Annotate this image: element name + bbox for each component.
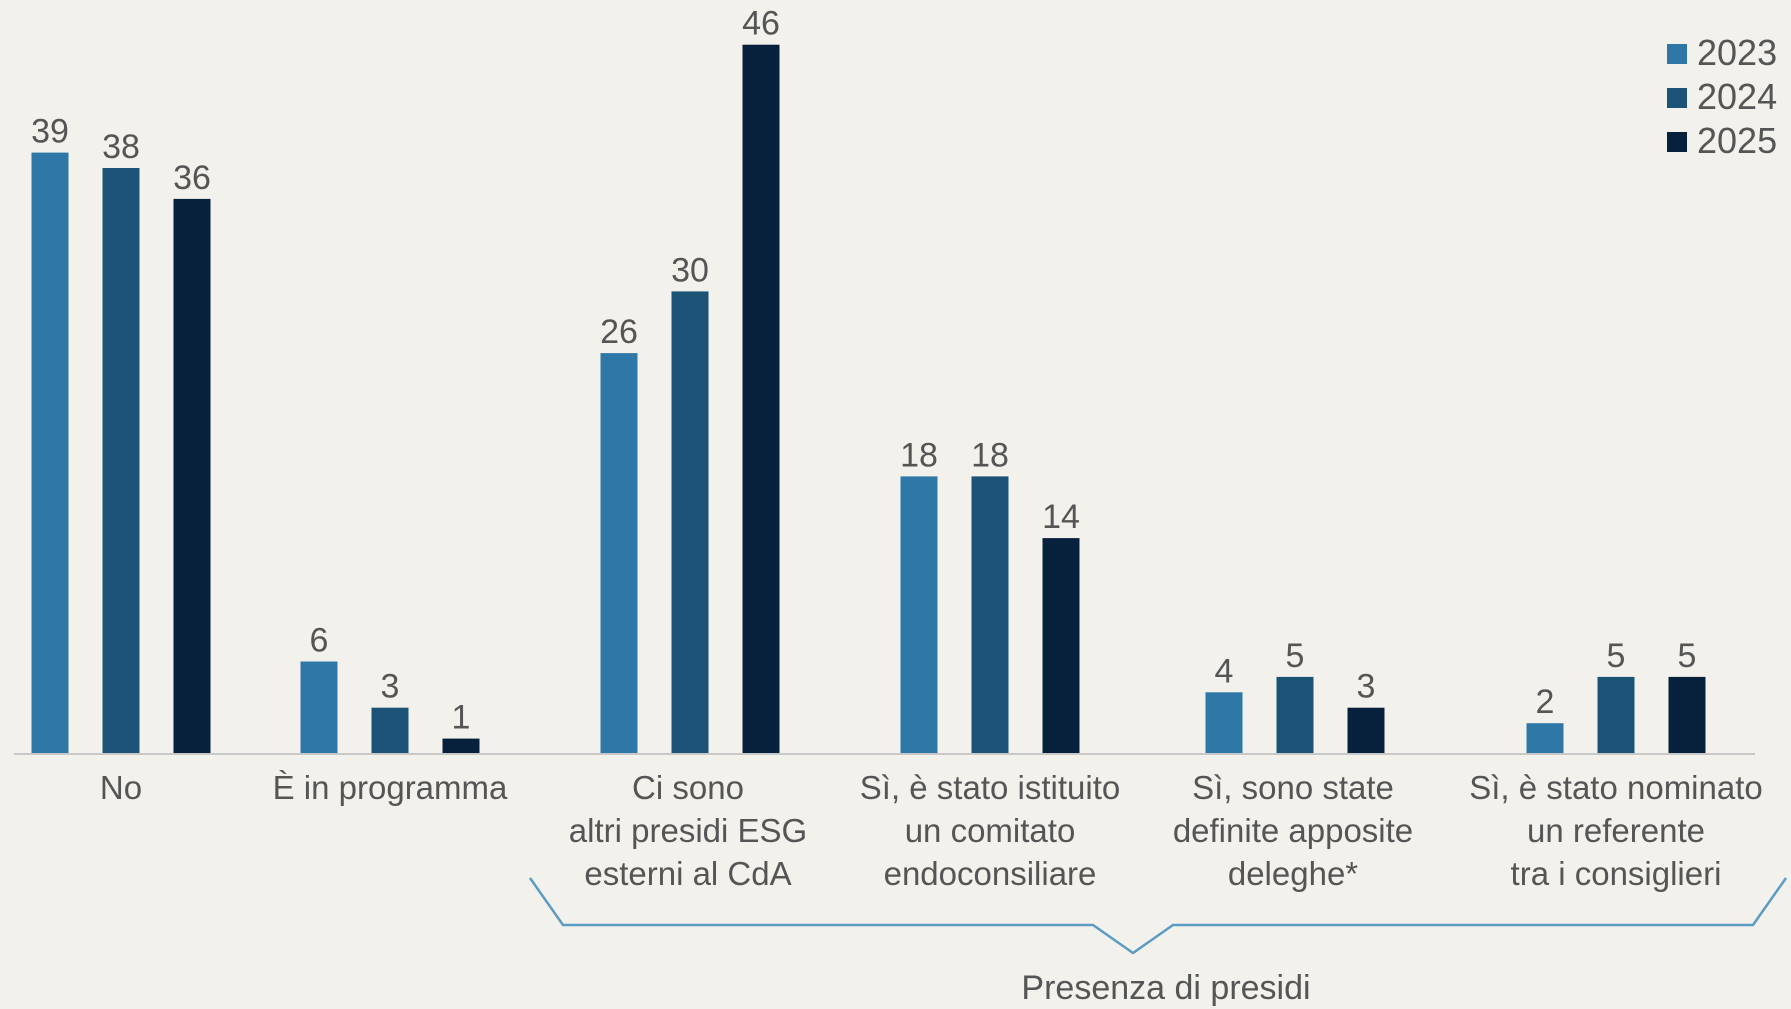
bar-2024-cat-3: [971, 476, 1009, 754]
bar-2025-cat-4: [1347, 707, 1385, 754]
data-label-2024-cat-2: 30: [671, 251, 709, 289]
category-label-4: Sì, sono state definite apposite deleghe*: [1173, 769, 1413, 892]
data-label-2024-cat-5: 5: [1607, 637, 1626, 675]
bar-2023-cat-0: [31, 152, 69, 755]
data-label-2025-cat-5: 5: [1678, 637, 1697, 675]
category-label-4-line-0: Sì, sono state: [1192, 769, 1394, 806]
category-label-5-line-2: tra i consiglieri: [1511, 855, 1722, 892]
data-label-2025-cat-0: 36: [173, 159, 211, 197]
data-label-2023-cat-0: 39: [31, 113, 69, 151]
category-label-5-line-1: un referente: [1527, 812, 1705, 849]
data-label-2024-cat-3: 18: [971, 436, 1009, 474]
value-labels-layer: 39 6 26 18 4 2 38 3 30 18 5 5 36 1 46 14 3 5: [31, 5, 1696, 737]
category-label-3-line-0: Sì, è stato istituito: [860, 769, 1120, 806]
category-label-4-line-2: deleghe*: [1228, 855, 1358, 892]
data-label-2025-cat-1: 1: [452, 699, 471, 737]
data-label-2025-cat-3: 14: [1042, 498, 1080, 536]
legend-swatch-2025: [1667, 132, 1687, 152]
category-label-5-line-0: Sì, è stato nominato: [1469, 769, 1763, 806]
category-label-4-line-1: definite apposite: [1173, 812, 1413, 849]
category-label-2-line-2: esterni al CdA: [584, 855, 791, 892]
data-label-2023-cat-1: 6: [310, 622, 329, 660]
legend-item-2023: 2023: [1667, 32, 1777, 73]
category-label-1-line-0: È in programma: [273, 769, 508, 806]
data-label-2025-cat-2: 46: [742, 5, 780, 43]
bar-2024-cat-0: [102, 168, 140, 754]
data-label-2024-cat-0: 38: [102, 128, 140, 166]
bar-2025-cat-1: [442, 738, 480, 754]
data-label-2025-cat-4: 3: [1357, 668, 1376, 706]
category-label-3-line-2: endoconsiliare: [884, 855, 1097, 892]
category-labels-layer: No È in programma Ci sono altri presidi ESG…: [100, 769, 1763, 892]
category-label-0: No: [100, 769, 142, 806]
bar-2023-cat-2: [600, 353, 638, 754]
bar-2024-cat-5: [1597, 676, 1635, 754]
category-label-1: È in programma: [273, 769, 508, 806]
data-label-2024-cat-1: 3: [381, 668, 400, 706]
legend-label-2023: 2023: [1697, 32, 1777, 73]
legend-swatch-2023: [1667, 44, 1687, 64]
bar-2023-cat-1: [300, 661, 338, 754]
legend-label-2024: 2024: [1697, 76, 1777, 117]
legend-swatch-2024: [1667, 88, 1687, 108]
data-label-2023-cat-4: 4: [1215, 652, 1234, 690]
legend-item-2024: 2024: [1667, 76, 1777, 117]
group-brace-label: Presenza di presidi: [1021, 969, 1310, 1007]
data-label-2023-cat-3: 18: [900, 436, 938, 474]
bar-2023-cat-4: [1205, 692, 1243, 754]
bar-2023-cat-5: [1526, 723, 1564, 754]
group-brace: [528, 877, 1788, 955]
bar-2025-cat-0: [173, 198, 211, 754]
bar-2025-cat-2: [742, 44, 780, 754]
category-label-3: Sì, è stato istituito un comitato endocons…: [860, 769, 1120, 892]
bar-2024-cat-4: [1276, 676, 1314, 754]
data-label-2023-cat-2: 26: [600, 313, 638, 351]
bar-2023-cat-3: [900, 476, 938, 754]
category-label-2: Ci sono altri presidi ESG esterni al CdA: [569, 769, 807, 892]
bars-layer: [31, 44, 1706, 755]
category-label-2-line-0: Ci sono: [632, 769, 744, 806]
bar-2025-cat-3: [1042, 538, 1080, 754]
legend-item-2025: 2025: [1667, 120, 1777, 161]
bar-2024-cat-1: [371, 707, 409, 754]
category-label-0-line-0: No: [100, 769, 142, 806]
category-label-5: Sì, è stato nominato un referente tra i co…: [1469, 769, 1763, 892]
bar-2025-cat-5: [1668, 676, 1706, 754]
data-label-2024-cat-4: 5: [1286, 637, 1305, 675]
data-label-2023-cat-5: 2: [1536, 683, 1555, 721]
legend-label-2025: 2025: [1697, 120, 1777, 161]
category-label-3-line-1: un comitato: [905, 812, 1076, 849]
category-label-2-line-1: altri presidi ESG: [569, 812, 807, 849]
bar-2024-cat-2: [671, 291, 709, 754]
